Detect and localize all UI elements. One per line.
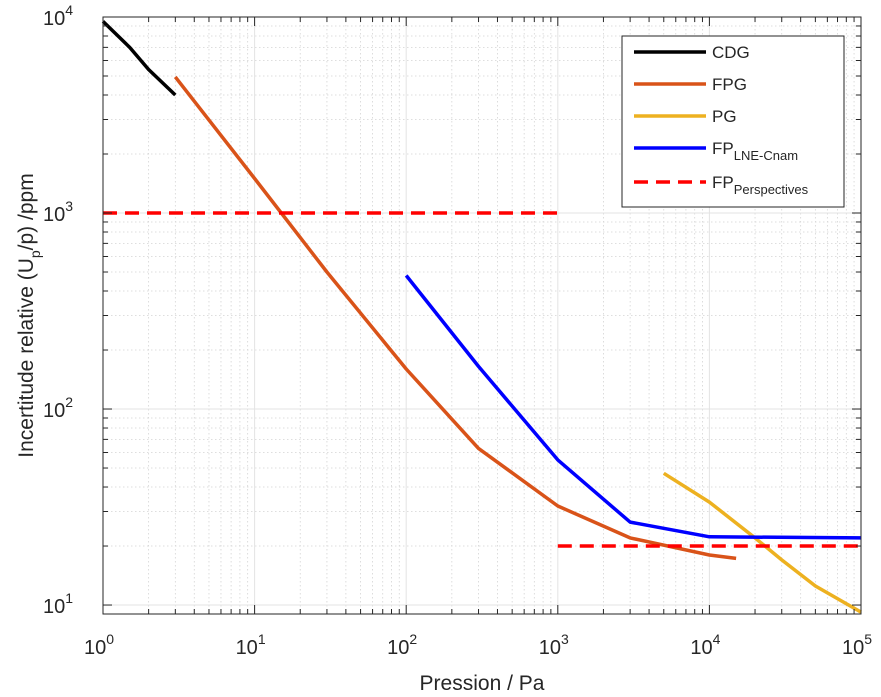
x-tick-label: 103 <box>539 631 569 659</box>
series-fpg <box>173 75 737 561</box>
y-tick-label: 104 <box>43 2 73 30</box>
series-cdg <box>101 20 177 97</box>
x-axis-label: Pression / Pa <box>420 672 545 695</box>
y-tick-label: 103 <box>43 198 73 226</box>
x-tick-label: 105 <box>842 631 872 659</box>
tick-marks <box>102 16 862 614</box>
series-line-pg <box>662 471 862 614</box>
legend-label-fpg: FPG <box>712 75 747 94</box>
series-line-fp-lne-cnam <box>404 274 862 540</box>
series-pg <box>662 471 862 614</box>
series-fp-lne-cnam <box>404 274 862 540</box>
legend-label-fp-lne-cnam: FPLNE-Cnam <box>712 139 798 163</box>
series-layer <box>101 20 862 614</box>
minor-grid <box>103 17 861 614</box>
legend-label-fp-perspectives: FPPerspectives <box>712 173 809 197</box>
legend-box <box>621 35 845 208</box>
y-tick-label: 101 <box>43 590 73 618</box>
legend-label-pg: PG <box>712 107 737 126</box>
x-tick-label: 100 <box>84 631 114 659</box>
legend: CDG FPG PG FPLNE-Cnam FPPerspectives <box>621 35 845 208</box>
x-tick-label: 102 <box>387 631 417 659</box>
series-line-fpg <box>173 75 737 561</box>
legend-label-cdg: CDG <box>712 43 750 62</box>
x-tick-label: 101 <box>236 631 266 659</box>
y-tick-label: 102 <box>43 394 73 422</box>
x-tick-label: 104 <box>690 631 720 659</box>
y-axis-label: Incertitude relative (Up/p) /ppm <box>15 173 43 457</box>
y-tick-labels: 101 102 103 104 <box>43 2 73 618</box>
series-fp-perspectives <box>103 211 861 548</box>
x-tick-labels: 100 101 102 103 104 105 <box>84 631 872 659</box>
series-line-cdg <box>101 20 177 97</box>
